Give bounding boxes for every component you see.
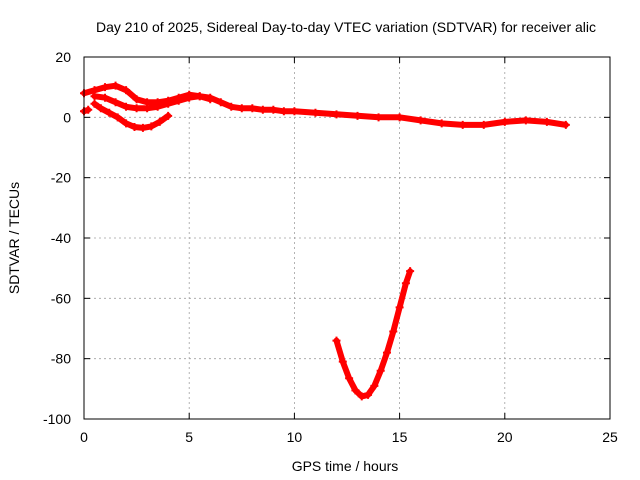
data-point bbox=[130, 122, 139, 131]
data-point bbox=[101, 83, 110, 92]
data-point bbox=[395, 303, 404, 312]
data-point bbox=[458, 120, 467, 129]
y-tick-label: -100 bbox=[43, 411, 71, 427]
x-tick-label: 15 bbox=[392, 429, 408, 445]
chart-title: Day 210 of 2025, Sidereal Day-to-day VTE… bbox=[96, 19, 596, 35]
x-tick-label: 25 bbox=[602, 429, 618, 445]
y-tick-label: -60 bbox=[51, 290, 71, 306]
data-point bbox=[122, 102, 131, 111]
data-point bbox=[370, 381, 379, 390]
data-point bbox=[216, 98, 225, 107]
data-point bbox=[561, 120, 570, 129]
data-point bbox=[195, 92, 204, 101]
data-point bbox=[479, 120, 488, 129]
x-tick-label: 10 bbox=[287, 429, 303, 445]
data-point bbox=[401, 279, 410, 288]
data-point bbox=[290, 107, 299, 116]
series-layer bbox=[80, 81, 570, 401]
data-point bbox=[155, 117, 164, 126]
data-point bbox=[101, 93, 110, 102]
data-point bbox=[96, 104, 105, 113]
data-point bbox=[374, 113, 383, 122]
data-point bbox=[542, 117, 551, 126]
data-point bbox=[353, 111, 362, 120]
data-point bbox=[437, 119, 446, 128]
data-point bbox=[237, 104, 246, 113]
data-point bbox=[84, 105, 93, 114]
y-tick-label: 0 bbox=[63, 109, 71, 125]
data-point bbox=[332, 336, 341, 345]
x-tick-label: 5 bbox=[185, 429, 193, 445]
data-point bbox=[500, 117, 509, 126]
data-point bbox=[164, 99, 173, 108]
data-point bbox=[153, 102, 162, 111]
data-point bbox=[416, 116, 425, 125]
y-tick-label: -20 bbox=[51, 170, 71, 186]
series-line-main bbox=[81, 82, 569, 128]
y-tick-label: -80 bbox=[51, 351, 71, 367]
data-point bbox=[406, 267, 415, 276]
data-point bbox=[351, 386, 360, 395]
y-axis-label: SDTVAR / TECUs bbox=[6, 182, 22, 294]
data-point bbox=[164, 111, 173, 120]
y-tick-label: 20 bbox=[55, 49, 71, 65]
data-point bbox=[389, 327, 398, 336]
data-point bbox=[90, 92, 99, 101]
data-point bbox=[332, 110, 341, 119]
data-point bbox=[227, 102, 236, 111]
data-point bbox=[382, 348, 391, 357]
series-dip bbox=[332, 267, 415, 401]
data-point bbox=[206, 95, 215, 104]
data-point bbox=[111, 81, 120, 90]
data-point bbox=[132, 95, 141, 104]
data-point bbox=[357, 392, 366, 401]
data-point bbox=[122, 86, 131, 95]
data-point bbox=[90, 99, 99, 108]
data-point bbox=[132, 104, 141, 113]
data-point bbox=[185, 93, 194, 102]
x-axis-label: GPS time / hours bbox=[292, 458, 399, 474]
x-tick-label: 20 bbox=[497, 429, 513, 445]
series-branch-a bbox=[90, 92, 215, 113]
data-point bbox=[174, 96, 183, 105]
series-short-start bbox=[80, 105, 93, 116]
data-point bbox=[113, 113, 122, 122]
data-point bbox=[279, 107, 288, 116]
data-point bbox=[258, 105, 267, 114]
x-tick-label: 0 bbox=[80, 429, 88, 445]
data-point bbox=[111, 98, 120, 107]
data-point bbox=[345, 374, 354, 383]
data-point bbox=[143, 104, 152, 113]
data-point bbox=[311, 108, 320, 117]
data-point bbox=[105, 108, 114, 117]
data-point bbox=[376, 366, 385, 375]
data-point bbox=[338, 357, 347, 366]
data-point bbox=[269, 105, 278, 114]
data-point bbox=[364, 390, 373, 399]
data-point bbox=[248, 104, 257, 113]
data-point bbox=[138, 123, 147, 132]
data-point bbox=[147, 122, 156, 131]
series-line-branch-b bbox=[91, 100, 172, 131]
y-tick-label: -40 bbox=[51, 230, 71, 246]
data-point bbox=[521, 116, 530, 125]
data-point bbox=[395, 113, 404, 122]
tick-layer: 0 5 10 15 20 25 -100 -80 -60 -40 -20 0 20 bbox=[43, 49, 618, 445]
data-point bbox=[122, 119, 131, 128]
series-branch-b bbox=[90, 99, 173, 132]
